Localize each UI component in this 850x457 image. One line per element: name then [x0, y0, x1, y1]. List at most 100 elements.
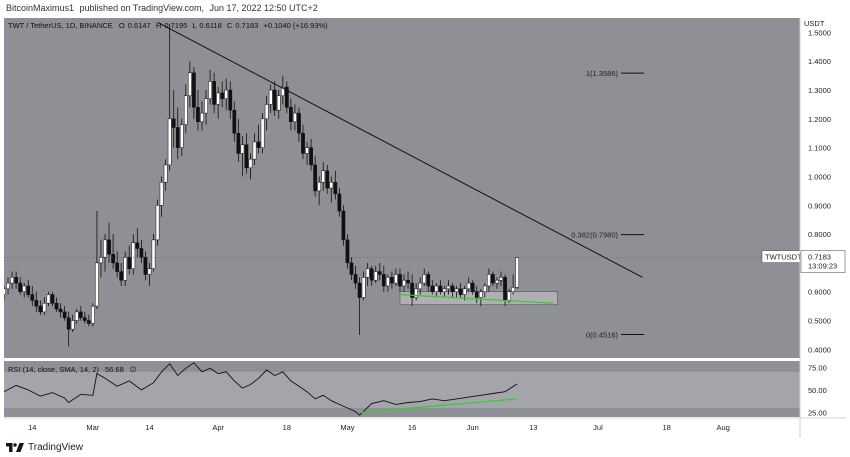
- candle[interactable]: [42, 297, 47, 315]
- candle[interactable]: [256, 124, 261, 154]
- candle[interactable]: [147, 262, 152, 286]
- candle[interactable]: [511, 274, 515, 295]
- candle[interactable]: [349, 257, 354, 281]
- candle[interactable]: [127, 245, 132, 275]
- candle[interactable]: [482, 283, 487, 298]
- rsi-divergence-line[interactable]: [359, 398, 518, 414]
- candle[interactable]: [10, 271, 14, 289]
- candle[interactable]: [143, 251, 148, 281]
- candle[interactable]: [240, 136, 245, 177]
- candle[interactable]: [131, 234, 136, 275]
- descending-resistance-line[interactable]: [157, 21, 643, 278]
- candle[interactable]: [341, 205, 346, 246]
- candle[interactable]: [373, 265, 378, 284]
- candle[interactable]: [321, 162, 326, 191]
- candle[interactable]: [264, 95, 269, 131]
- candle[interactable]: [38, 300, 43, 315]
- candle[interactable]: [115, 251, 119, 278]
- candle[interactable]: [402, 274, 406, 292]
- candle[interactable]: [183, 84, 188, 134]
- candle[interactable]: [418, 277, 423, 295]
- candle[interactable]: [171, 90, 176, 148]
- rsi-line[interactable]: [4, 362, 518, 416]
- candle[interactable]: [430, 280, 435, 295]
- candle[interactable]: [196, 90, 200, 131]
- candle[interactable]: [369, 265, 374, 286]
- candle[interactable]: [426, 271, 431, 292]
- candle[interactable]: [62, 306, 67, 321]
- candle[interactable]: [70, 314, 75, 333]
- candle[interactable]: [34, 291, 39, 312]
- symbol-title[interactable]: TWT / TetherUS, 1D, BINANCE: [8, 21, 113, 30]
- rsi-title[interactable]: RSI (14, close, SMA, 14, 2): [8, 365, 99, 374]
- candle[interactable]: [252, 133, 257, 165]
- candle[interactable]: [313, 156, 317, 197]
- candle[interactable]: [107, 222, 111, 263]
- candle[interactable]: [220, 81, 225, 108]
- candle[interactable]: [232, 101, 237, 142]
- candle[interactable]: [159, 176, 164, 217]
- candle[interactable]: [66, 311, 71, 347]
- candle[interactable]: [353, 265, 358, 289]
- candle[interactable]: [317, 176, 322, 206]
- candle[interactable]: [163, 159, 168, 191]
- candle[interactable]: [357, 277, 362, 335]
- candle[interactable]: [410, 274, 414, 307]
- candle[interactable]: [487, 268, 491, 292]
- candle[interactable]: [458, 283, 463, 298]
- candle[interactable]: [305, 141, 309, 165]
- candle[interactable]: [329, 176, 334, 203]
- candle[interactable]: [325, 164, 330, 194]
- chart-svg[interactable]: 1(1.3586) 0.382(0.7980) 0(0.4516) 1.5000 1.…: [4, 18, 846, 438]
- candle[interactable]: [30, 285, 35, 307]
- candle[interactable]: [398, 268, 402, 292]
- candle[interactable]: [244, 133, 249, 174]
- candle[interactable]: [228, 81, 233, 119]
- candle[interactable]: [50, 291, 55, 307]
- candle[interactable]: [390, 271, 394, 289]
- candle[interactable]: [22, 283, 27, 298]
- candle[interactable]: [167, 23, 172, 171]
- current-price-tag[interactable]: [800, 250, 846, 273]
- candle[interactable]: [446, 280, 451, 295]
- candle[interactable]: [470, 280, 475, 295]
- candle[interactable]: [192, 66, 196, 119]
- candle[interactable]: [297, 107, 301, 142]
- candle[interactable]: [95, 211, 99, 310]
- price-divergence-line[interactable]: [399, 294, 554, 304]
- candle[interactable]: [54, 297, 59, 312]
- candle[interactable]: [18, 277, 23, 295]
- candle[interactable]: [491, 271, 495, 286]
- candle[interactable]: [26, 280, 31, 298]
- candle[interactable]: [175, 107, 180, 160]
- candle[interactable]: [135, 228, 140, 258]
- candle[interactable]: [82, 311, 87, 324]
- candle[interactable]: [345, 234, 350, 269]
- candle[interactable]: [4, 285, 6, 301]
- candle[interactable]: [474, 285, 479, 304]
- candle[interactable]: [216, 87, 221, 119]
- candle[interactable]: [333, 170, 338, 200]
- candle[interactable]: [14, 271, 18, 289]
- candle[interactable]: [301, 124, 305, 160]
- candle[interactable]: [151, 234, 156, 272]
- candle[interactable]: [365, 262, 370, 286]
- candle[interactable]: [103, 234, 107, 272]
- candle[interactable]: [248, 153, 253, 180]
- candle[interactable]: [438, 280, 443, 295]
- candle[interactable]: [337, 188, 342, 217]
- candle[interactable]: [499, 271, 503, 286]
- candle[interactable]: [515, 257, 520, 289]
- candle[interactable]: [422, 268, 427, 286]
- candle[interactable]: [208, 69, 212, 105]
- candle[interactable]: [139, 239, 144, 263]
- candle[interactable]: [495, 277, 499, 289]
- candle[interactable]: [99, 239, 103, 278]
- candle[interactable]: [268, 84, 273, 114]
- candle[interactable]: [46, 291, 51, 307]
- candle[interactable]: [179, 118, 184, 157]
- candle[interactable]: [381, 265, 386, 292]
- candle[interactable]: [212, 72, 216, 114]
- candle[interactable]: [272, 81, 277, 116]
- candle[interactable]: [78, 306, 83, 321]
